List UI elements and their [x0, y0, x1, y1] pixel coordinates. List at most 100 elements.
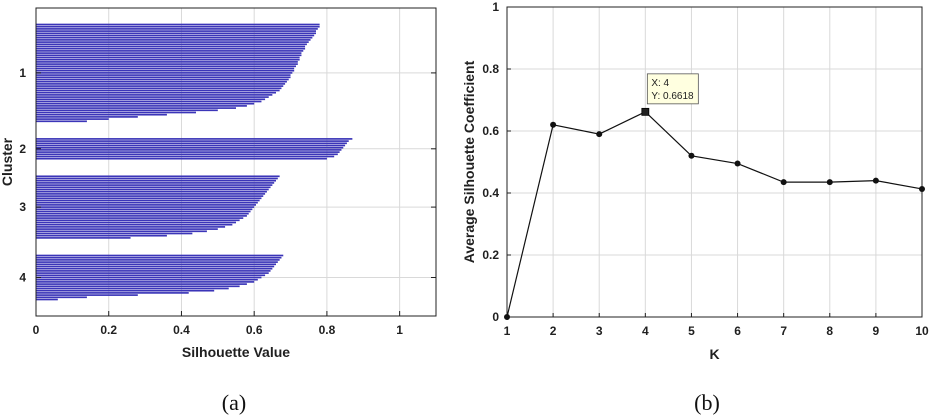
silhouette-bar	[36, 296, 87, 299]
data-tip: X: 4 Y: 0.6618	[646, 73, 699, 105]
silhouette-bar	[36, 72, 293, 74]
silhouette-bar	[36, 65, 296, 68]
average-silhouette-line	[506, 111, 923, 318]
silhouette-bar	[36, 219, 240, 222]
silhouette-bar	[36, 265, 275, 268]
silhouette-bar	[36, 102, 255, 105]
average-silhouette-grid	[506, 6, 923, 318]
silhouette-bar	[36, 98, 266, 101]
average-silhouette-plot-frame	[506, 6, 923, 318]
average-silhouette-point	[550, 121, 557, 128]
silhouette-bar	[36, 278, 258, 281]
silhouette-bar	[36, 96, 269, 98]
silhouette-bar	[36, 155, 335, 158]
silhouette-bars	[36, 23, 353, 301]
silhouette-bar	[36, 190, 267, 193]
silhouette-bar	[36, 206, 255, 208]
silhouette-bar	[36, 263, 276, 266]
silhouette-bar	[36, 188, 269, 191]
silhouette-bar	[36, 267, 273, 270]
silhouette-bar	[36, 47, 306, 50]
average-silhouette-point	[780, 179, 787, 186]
silhouette-bar	[36, 261, 278, 263]
silhouette-bar	[36, 182, 275, 184]
silhouette-bar	[36, 67, 295, 70]
average-silhouette-x-tick-label: 3	[596, 324, 603, 338]
silhouette-bar	[36, 50, 304, 52]
silhouette-bar	[36, 285, 240, 288]
silhouette-bar	[36, 215, 247, 217]
silhouette-bar	[36, 56, 300, 59]
silhouette-bar	[36, 175, 280, 178]
average-silhouette-point	[504, 314, 510, 320]
average-silhouette-x-tick-label: 6	[734, 324, 741, 338]
silhouette-bar	[36, 89, 280, 92]
silhouette-bar	[36, 157, 327, 160]
silhouette-bar	[36, 140, 349, 142]
average-silhouette-points	[504, 107, 925, 320]
silhouette-bar	[36, 298, 58, 301]
silhouette-bar	[36, 91, 276, 94]
data-tip-x-text: X: 4	[651, 78, 669, 89]
silhouette-bar	[36, 149, 342, 151]
silhouette-ticks: 0 0.2 0.4 0.6 0.8 1 1 2 3 4	[19, 66, 436, 337]
silhouette-grid	[35, 8, 436, 316]
silhouette-bar	[36, 204, 256, 206]
average-silhouette-point	[919, 185, 925, 192]
silhouette-bar	[36, 105, 247, 107]
silhouette-x-tick-label: 0.8	[319, 323, 336, 337]
silhouette-bar	[36, 111, 196, 114]
average-silhouette-x-tick-label: 9	[873, 324, 880, 338]
silhouette-bar	[36, 276, 262, 279]
silhouette-bar	[36, 32, 316, 35]
silhouette-bar	[36, 237, 131, 239]
silhouette-bar	[36, 87, 282, 90]
silhouette-bar	[36, 30, 316, 32]
silhouette-bar	[36, 292, 189, 294]
average-silhouette-x-tick-label: 5	[688, 324, 695, 338]
average-silhouette-y-tick-label: 0.2	[482, 248, 499, 262]
silhouette-bar	[36, 120, 87, 123]
silhouette-bar	[36, 34, 315, 37]
panel-b-caption: (b)	[694, 390, 720, 415]
silhouette-bar	[36, 193, 266, 195]
silhouette-bar	[36, 58, 300, 61]
silhouette-bar	[36, 217, 244, 219]
silhouette-bar	[36, 197, 262, 200]
average-silhouette-x-tick-label: 10	[915, 324, 929, 338]
average-silhouette-point	[826, 179, 833, 186]
silhouette-x-tick-label: 1	[396, 323, 403, 337]
silhouette-bar	[36, 179, 276, 182]
silhouette-bar	[36, 74, 291, 76]
silhouette-bar	[36, 226, 226, 228]
average-silhouette-point	[872, 177, 879, 184]
silhouette-bar	[36, 41, 309, 43]
silhouette-plot-frame	[35, 7, 437, 317]
silhouette-bar	[36, 195, 264, 197]
silhouette-bar	[36, 23, 320, 26]
average-silhouette-x-tick-label: 1	[504, 324, 511, 338]
silhouette-x-tick-label: 0	[33, 323, 40, 337]
silhouette-bar	[36, 94, 273, 96]
silhouette-bar	[36, 228, 218, 230]
silhouette-y-axis-label: Cluster	[0, 137, 15, 186]
average-silhouette-y-axis-label: Average Silhouette Coefficient	[461, 60, 477, 263]
silhouette-bar	[36, 234, 167, 237]
silhouette-bar	[36, 118, 109, 120]
silhouette-bar	[36, 256, 282, 259]
silhouette-x-axis-label: Silhouette Value	[182, 344, 290, 360]
average-silhouette-point	[734, 160, 741, 167]
silhouette-bar	[36, 270, 271, 272]
silhouette-bar	[36, 254, 284, 257]
silhouette-bar	[36, 199, 260, 202]
data-tip-box	[646, 73, 699, 105]
silhouette-bar	[36, 274, 266, 277]
silhouette-bar	[36, 39, 311, 41]
silhouette-bar	[36, 85, 284, 87]
silhouette-bar	[36, 61, 298, 63]
silhouette-bar	[36, 100, 262, 103]
silhouette-bar	[36, 184, 273, 186]
silhouette-bar	[36, 186, 271, 189]
silhouette-bar	[36, 146, 344, 149]
